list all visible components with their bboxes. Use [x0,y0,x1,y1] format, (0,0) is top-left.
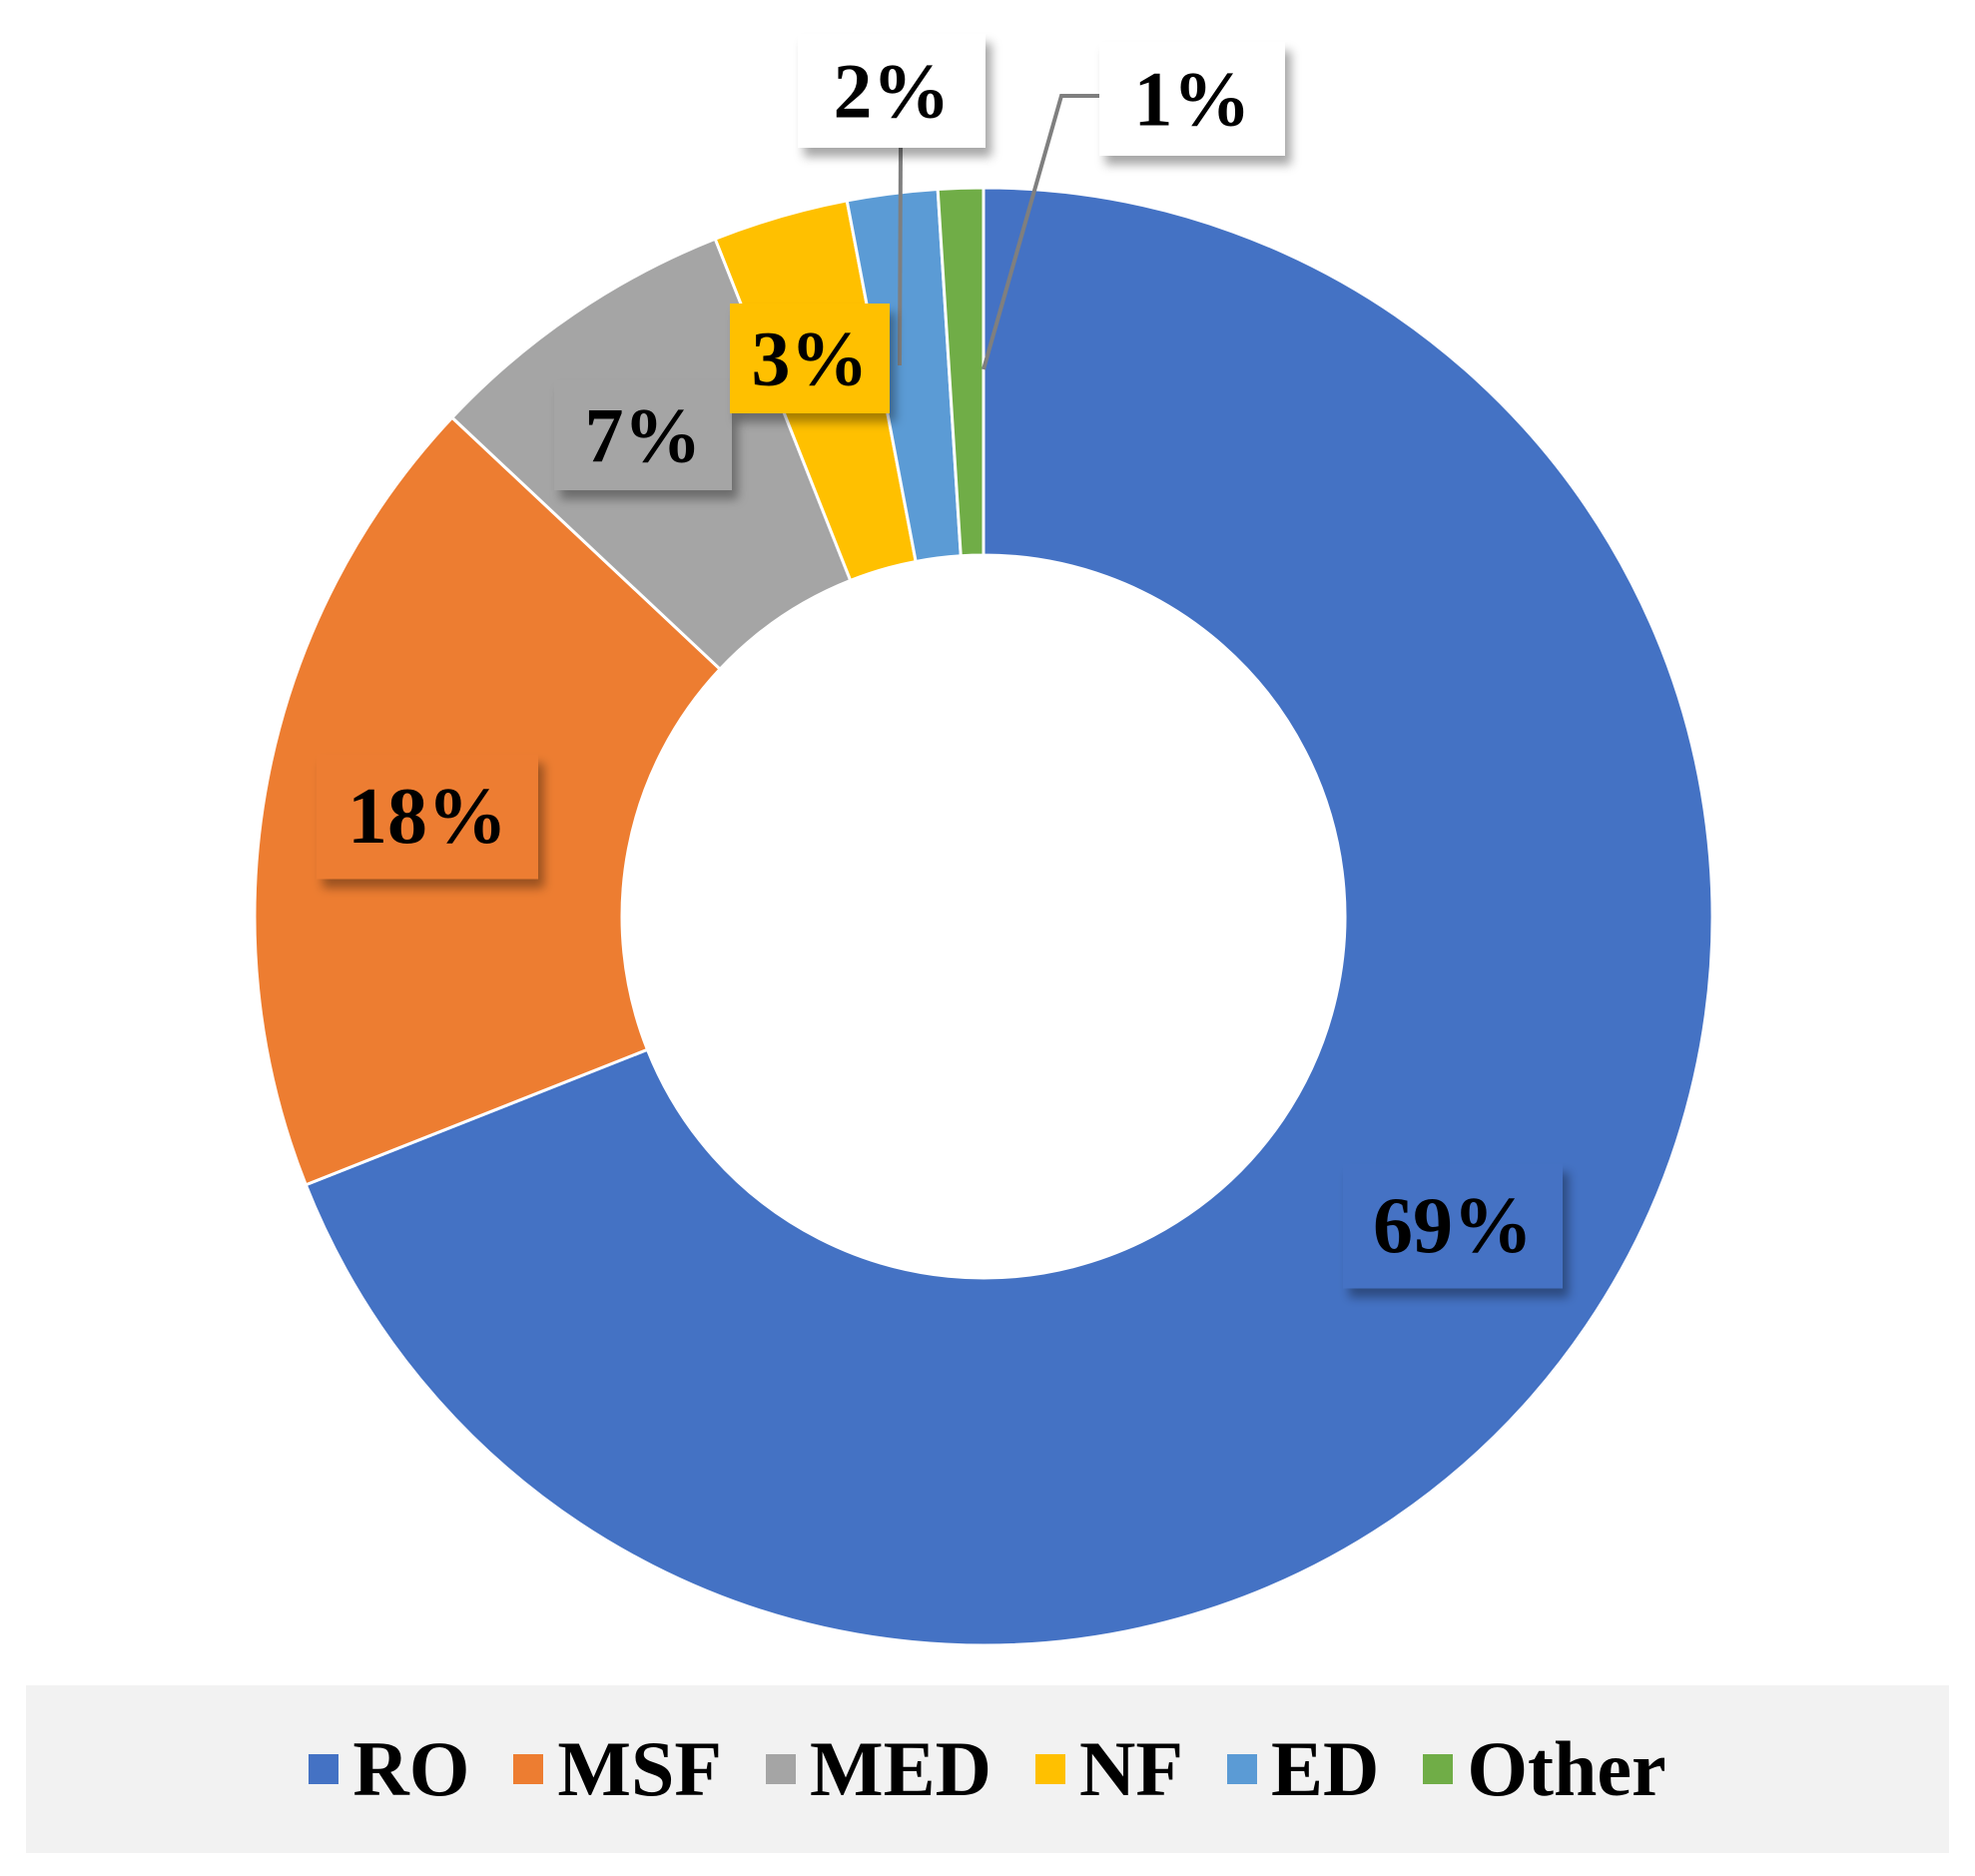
data-labels: 69% 18% 7% 3% 2% 1% [317,34,1563,1289]
leader-line-other [982,94,1101,370]
data-label-box [317,754,538,880]
data-label-box [1099,42,1285,156]
legend-swatch [1423,1754,1454,1784]
legend-label: ED [1271,1725,1380,1812]
data-label-ro: 69% [1343,1163,1563,1289]
data-label-text: 2% [834,48,951,135]
legend-label: MED [810,1725,992,1812]
legend-swatch [766,1754,797,1784]
data-label-text: 69% [1373,1182,1533,1270]
data-label-med: 7% [554,380,732,490]
data-label-text: 3% [752,315,869,402]
legend-label: Other [1467,1725,1666,1812]
data-label-box [554,380,732,490]
leader-line-ed [898,147,903,366]
donut-slices [253,186,1714,1647]
data-label-ed: 2% [798,34,986,148]
legend-swatch [513,1754,544,1784]
legend-label: NF [1079,1725,1183,1812]
legend: RO MSF MED NF ED Other [26,1685,1949,1853]
legend-item-ro: RO [309,1730,469,1808]
data-label-other: 1% [1099,42,1285,156]
legend-label: RO [352,1725,470,1812]
legend-swatch [1227,1754,1257,1784]
legend-item-msf: MSF [513,1730,722,1808]
data-label-text: 18% [347,773,507,861]
legend-label: MSF [557,1725,723,1812]
data-label-box [798,34,986,148]
data-label-text: 7% [585,392,702,479]
legend-item-nf: NF [1035,1730,1183,1808]
data-label-text: 1% [1134,56,1251,143]
legend-swatch [1035,1754,1066,1784]
data-label-box [1343,1163,1563,1289]
legend-item-med: MED [766,1730,991,1808]
data-label-msf: 18% [317,754,538,880]
data-label-box [730,304,890,413]
data-label-nf: 3% [730,304,890,413]
legend-item-other: Other [1423,1725,1666,1812]
legend-item-ed: ED [1227,1730,1379,1808]
slice-other [936,186,986,558]
leader-lines [898,94,1101,370]
legend-swatch [309,1754,339,1784]
